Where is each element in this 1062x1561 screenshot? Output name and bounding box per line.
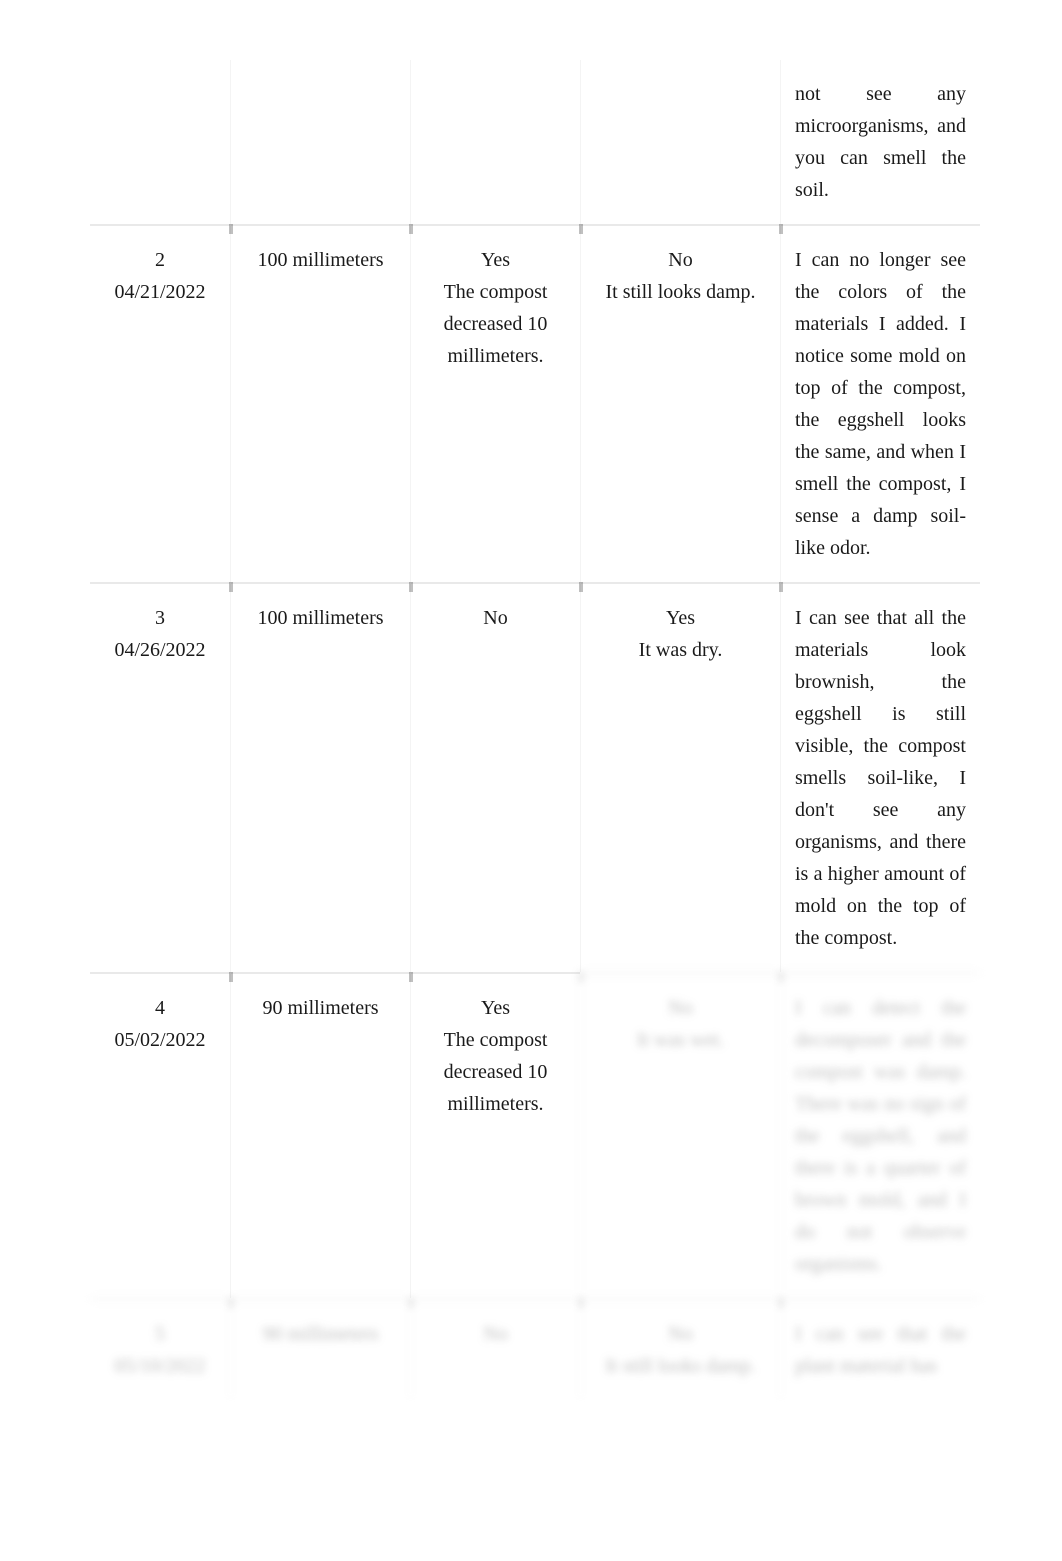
- cell-amount: 90 millimeters: [230, 1298, 410, 1400]
- cell-condition: Yes It was dry.: [580, 582, 780, 972]
- entry-number: 3: [155, 607, 165, 629]
- cell-decrease: Yes The compost decreased 10 millimeters…: [410, 972, 580, 1298]
- cell-amount: 100 millimeters: [230, 224, 410, 582]
- entry-date: 04/26/2022: [114, 639, 205, 661]
- cell-condition: No It still looks damp.: [580, 1298, 780, 1400]
- cell-decrease: No: [410, 582, 580, 972]
- entry-number: 4: [155, 997, 165, 1019]
- cell-amount: 90 millimeters: [230, 972, 410, 1298]
- entry-number: 5: [155, 1323, 165, 1345]
- cell-entry: 3 04/26/2022: [90, 582, 230, 972]
- entry-date: 05/02/2022: [114, 1029, 205, 1051]
- entry-number: 2: [155, 249, 165, 271]
- cell-condition: [580, 60, 780, 224]
- cell-decrease: Yes The compost decreased 10 millimeters…: [410, 224, 580, 582]
- entry-date: 04/21/2022: [114, 281, 205, 303]
- cell-decrease: No: [410, 1298, 580, 1400]
- cell-amount: 100 millimeters: [230, 582, 410, 972]
- cell-condition: No It still looks damp.: [580, 224, 780, 582]
- page: not see any microorganisms, and you can …: [0, 0, 1062, 1561]
- cell-decrease: [410, 60, 580, 224]
- bottom-fade: [0, 1471, 1062, 1561]
- cell-entry: 4 05/02/2022: [90, 972, 230, 1298]
- observation-table: not see any microorganisms, and you can …: [90, 60, 980, 1400]
- cell-condition: No It was wet.: [580, 972, 780, 1298]
- table-row: not see any microorganisms, and you can …: [90, 60, 980, 224]
- cell-entry: 2 04/21/2022: [90, 224, 230, 582]
- cell-entry: [90, 60, 230, 224]
- table-row: 4 05/02/2022 90 millimeters Yes The comp…: [90, 972, 980, 1298]
- cell-observation: I can see that all the materials look br…: [780, 582, 980, 972]
- table-row: 3 04/26/2022 100 millimeters No Yes It w…: [90, 582, 980, 972]
- entry-date: 05/10/2022: [114, 1355, 205, 1377]
- cell-observation: I can no longer see the colors of the ma…: [780, 224, 980, 582]
- cell-amount: [230, 60, 410, 224]
- table-row: 5 05/10/2022 90 millimeters No No It sti…: [90, 1298, 980, 1400]
- cell-observation: I can detect the decomposer and the comp…: [780, 972, 980, 1298]
- table-row: 2 04/21/2022 100 millimeters Yes The com…: [90, 224, 980, 582]
- cell-entry: 5 05/10/2022: [90, 1298, 230, 1400]
- cell-observation: not see any microorganisms, and you can …: [780, 60, 980, 224]
- cell-observation: I can see that the plant material has: [780, 1298, 980, 1400]
